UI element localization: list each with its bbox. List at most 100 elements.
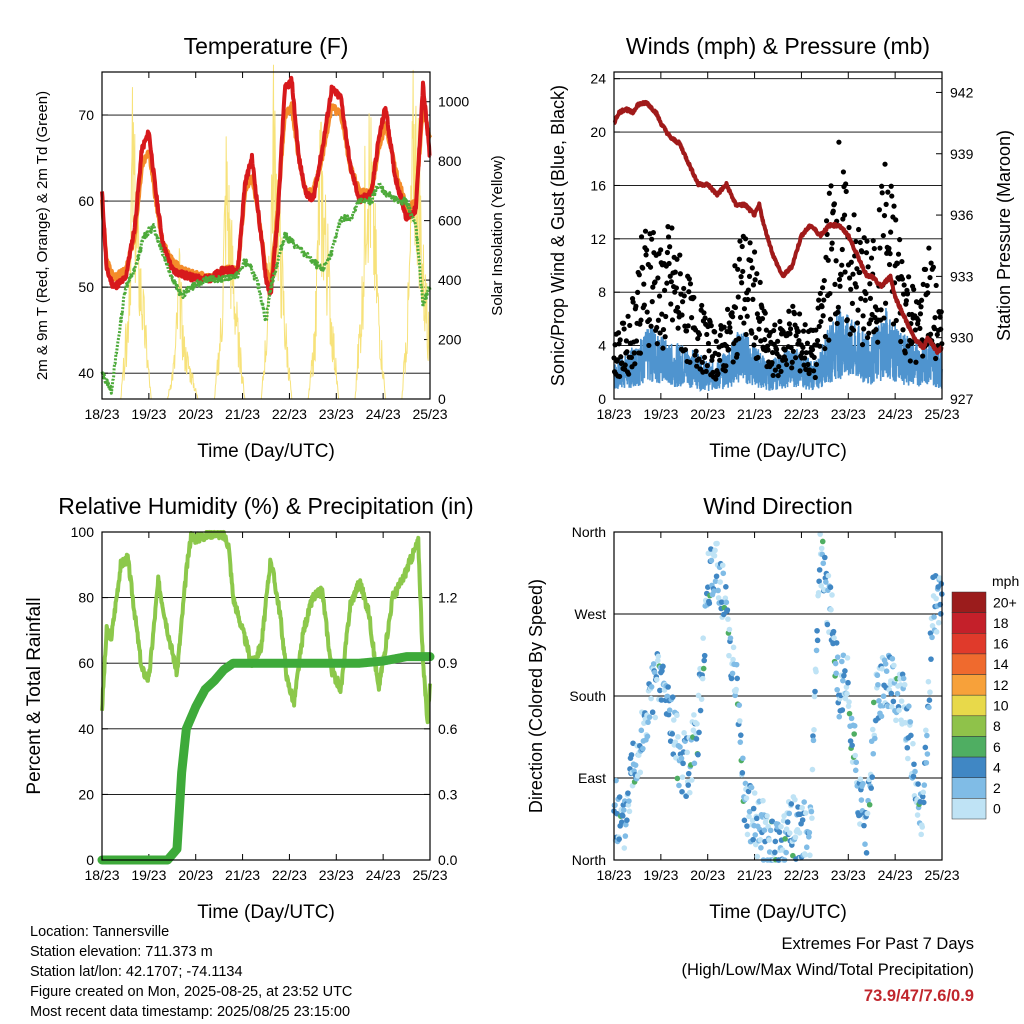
gust-point [799, 349, 805, 356]
direction-point [750, 805, 757, 812]
gust-point [649, 236, 655, 242]
direction-point [935, 619, 942, 626]
gust-point [846, 224, 852, 231]
direction-point [813, 668, 819, 675]
direction-point [711, 588, 717, 594]
gust-point [745, 296, 751, 303]
y-tick-label: 40 [78, 365, 94, 381]
gust-point [755, 354, 761, 361]
gust-point [615, 330, 622, 336]
colorbar-label: 12 [993, 677, 1009, 693]
gust-point [665, 224, 671, 230]
gust-point [638, 317, 644, 323]
gust-point [851, 212, 857, 218]
y-tick-label: 20 [78, 786, 94, 802]
gust-point [922, 266, 929, 273]
direction-point [772, 838, 779, 845]
y2-tick-label: 939 [950, 146, 974, 162]
direction-point [842, 668, 848, 674]
direction-point [753, 815, 760, 822]
gust-point [854, 320, 861, 326]
y2-tick-label: 933 [950, 268, 974, 284]
gust-point [813, 361, 820, 368]
gust-point [664, 249, 671, 256]
gust-point [835, 309, 841, 315]
gust-point [686, 289, 692, 295]
gust-point [816, 297, 822, 303]
gust-point [691, 294, 697, 301]
gust-point [776, 354, 782, 360]
gust-point [933, 355, 939, 362]
gust-point [826, 190, 832, 196]
direction-point [719, 562, 726, 569]
direction-point [910, 740, 916, 747]
colorbar-swatch [951, 756, 987, 778]
direction-point [717, 579, 723, 585]
gust-point [790, 348, 796, 354]
direction-point [841, 672, 847, 679]
direction-point [870, 699, 877, 706]
x-tick-label: 21/23 [737, 867, 772, 883]
gust-point [840, 216, 846, 222]
y-tick-label: North [572, 852, 606, 868]
x-tick-label: 22/23 [784, 867, 819, 883]
gust-point [686, 276, 692, 282]
gust-point [662, 287, 668, 293]
gust-point [696, 332, 703, 338]
gust-point [857, 269, 863, 276]
direction-point [869, 774, 876, 780]
direction-point [891, 662, 897, 669]
gust-point [726, 346, 732, 353]
gust-point [888, 229, 894, 235]
gust-point [887, 251, 893, 257]
x-tick-label: 23/23 [319, 406, 354, 422]
gust-point [903, 298, 909, 304]
gust-point [850, 327, 857, 333]
direction-point [699, 675, 706, 682]
direction-point [701, 652, 708, 659]
series-2m-td-line [100, 180, 432, 395]
gust-point [743, 331, 749, 338]
direction-point [801, 799, 807, 805]
direction-point [932, 572, 939, 579]
x-tick-label: 25/23 [412, 867, 447, 883]
direction-point [754, 853, 761, 860]
direction-point [766, 837, 772, 843]
chart-title: Winds (mph) & Pressure (mb) [626, 33, 930, 59]
gust-point [853, 284, 859, 290]
gust-point [668, 301, 674, 307]
direction-point [619, 813, 626, 819]
gust-point [640, 265, 646, 271]
gust-point [793, 355, 799, 361]
gust-point [787, 331, 793, 337]
direction-point [847, 738, 854, 744]
gust-point [925, 290, 931, 296]
gust-point [784, 361, 790, 368]
direction-point [788, 801, 795, 807]
y-tick-label: West [574, 606, 606, 622]
y-tick-label: 4 [598, 338, 606, 354]
direction-point [893, 717, 899, 724]
direction-point [810, 737, 817, 744]
gust-point [796, 311, 803, 317]
x-tick-label: 18/23 [84, 867, 119, 883]
gust-point [622, 362, 628, 368]
gust-point [730, 314, 736, 320]
x-tick-label: 24/23 [878, 867, 913, 883]
gust-point [699, 359, 705, 365]
gust-point [664, 280, 670, 286]
direction-point [652, 714, 659, 721]
gust-point [740, 268, 746, 275]
gust-point [756, 326, 762, 332]
direction-point [783, 849, 789, 856]
gust-point [734, 351, 740, 358]
direction-point [814, 637, 821, 644]
y-tick-label: 60 [78, 655, 94, 671]
direction-point [851, 731, 857, 737]
gust-point [879, 183, 885, 189]
gust-point [702, 315, 708, 321]
gust-point [729, 310, 735, 316]
direction-point [669, 731, 676, 737]
gust-point [646, 317, 653, 323]
